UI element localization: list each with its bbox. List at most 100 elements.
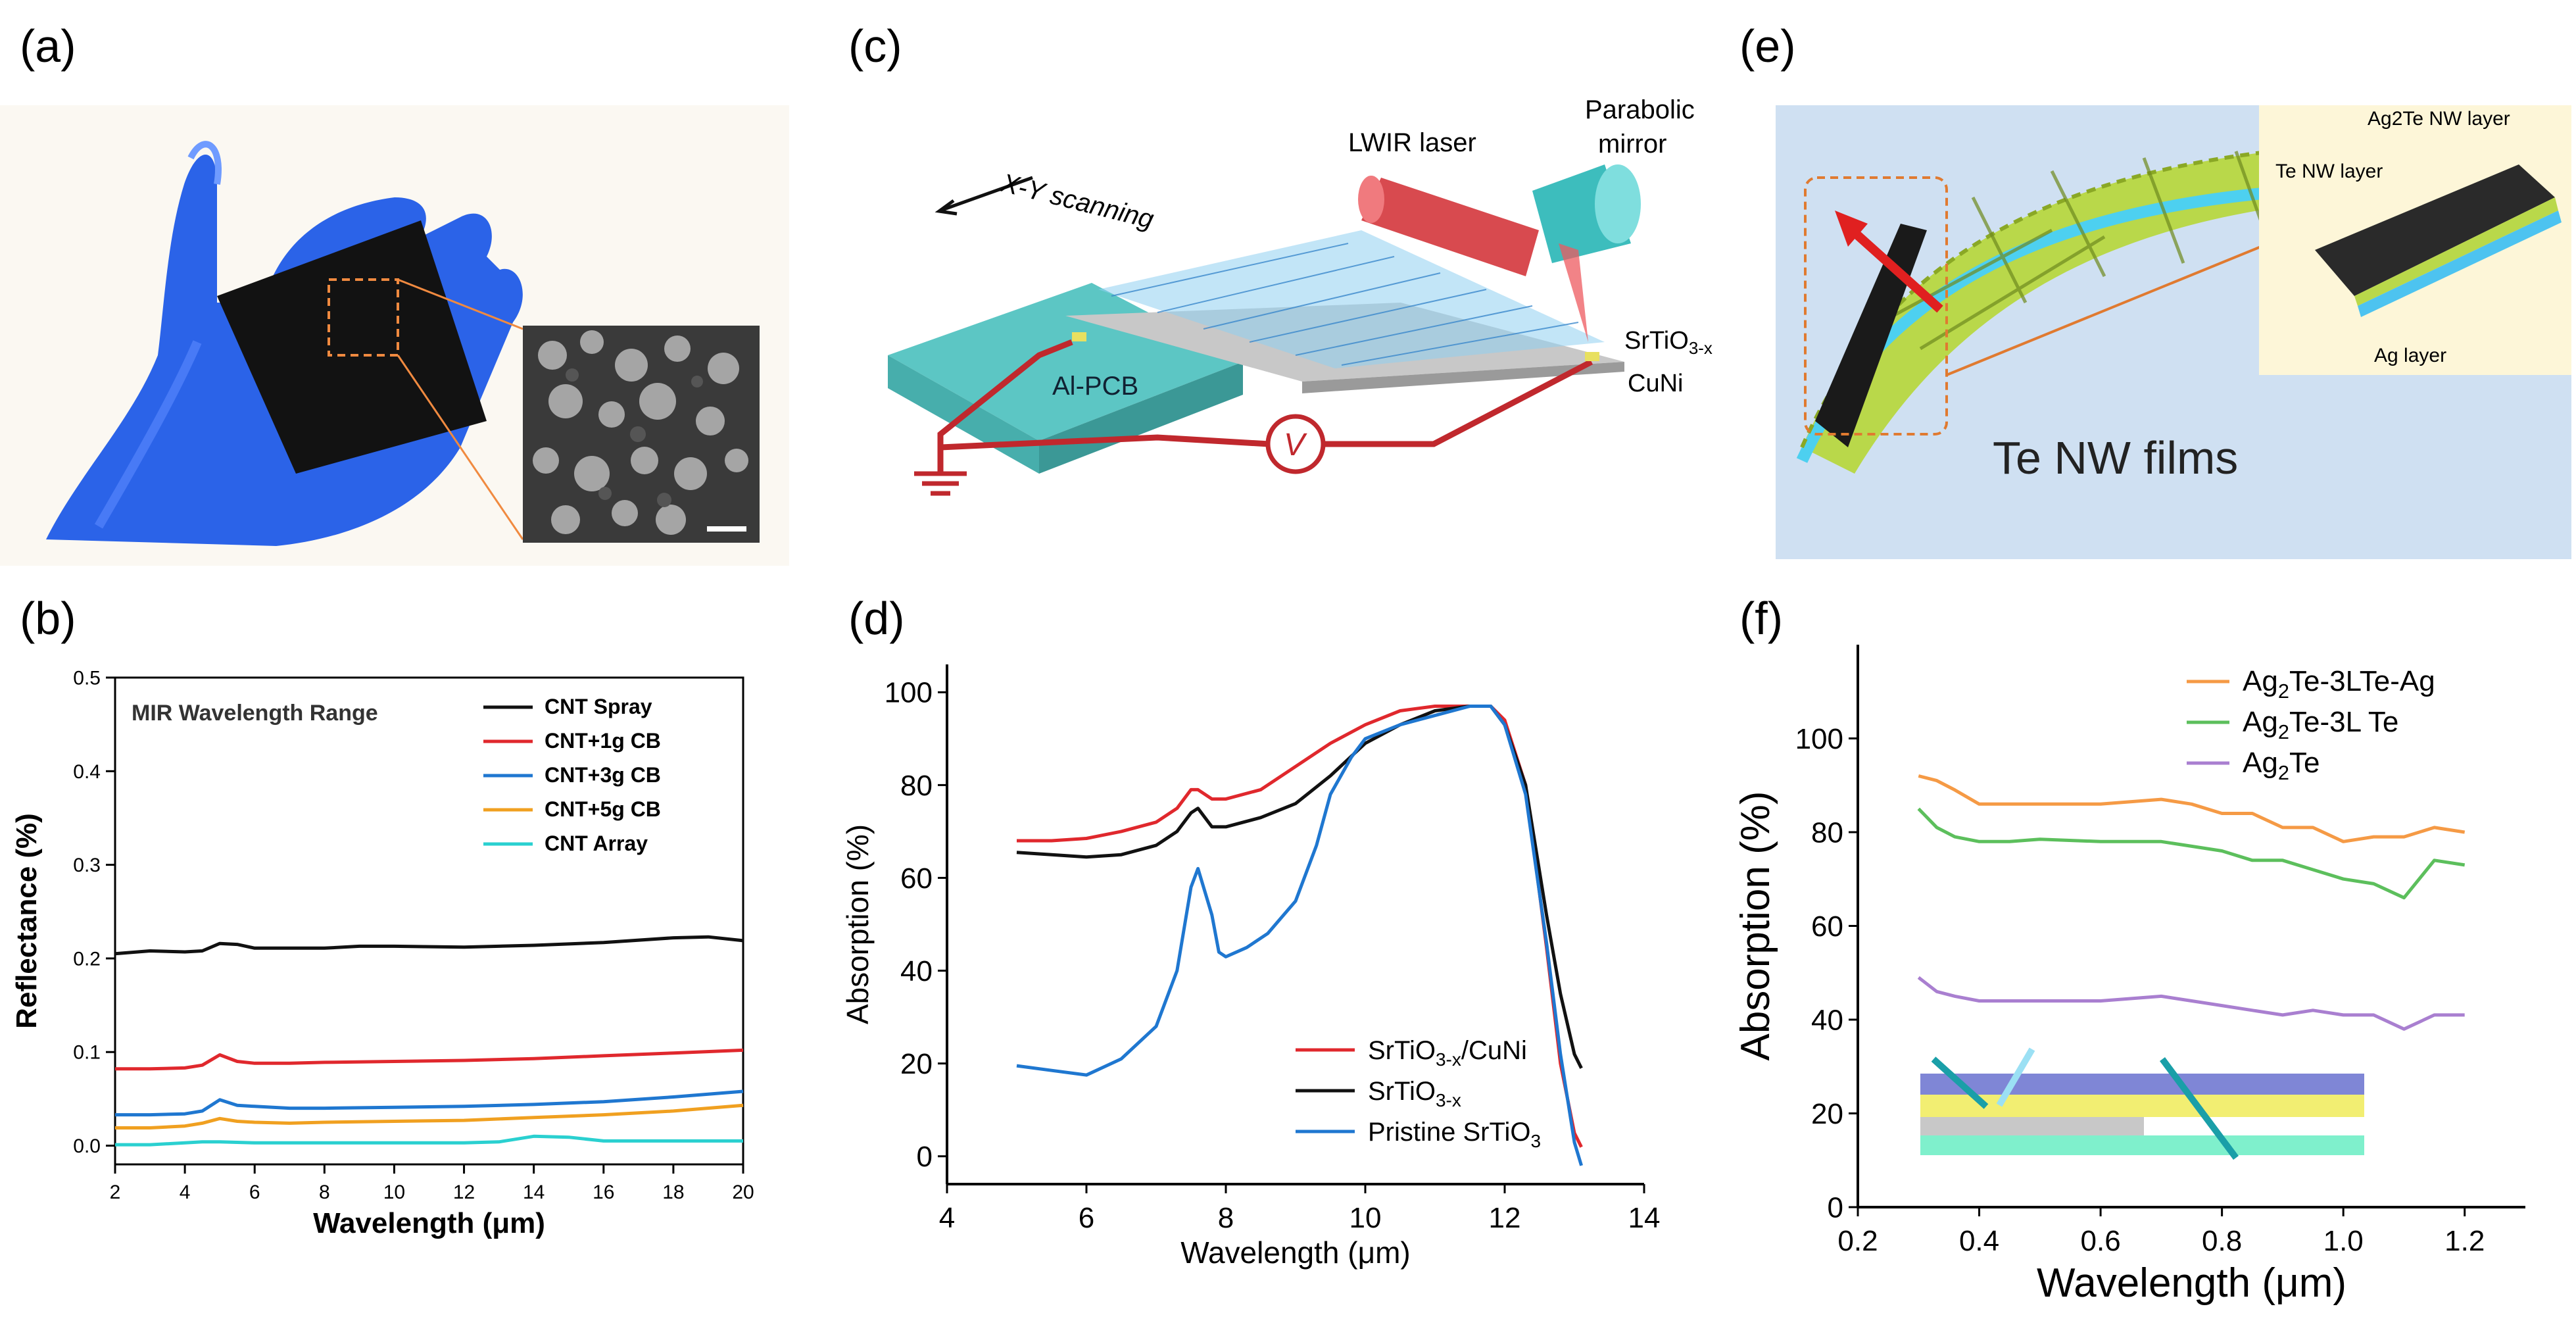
layer-middle	[2144, 1095, 2364, 1117]
series-line	[1918, 774, 2466, 843]
panel-label-b: (b)	[20, 593, 76, 644]
voltmeter-icon: V	[1265, 414, 1326, 474]
x-tick-label: 14	[1628, 1202, 1661, 1234]
ag-layer-label: Ag layer	[2374, 345, 2446, 366]
x-tick-label: 0.8	[2202, 1225, 2242, 1257]
chart-title: MIR Wavelength Range	[132, 701, 378, 726]
x-tick-label: 6	[249, 1181, 260, 1203]
series-line	[1017, 705, 1583, 1148]
layer-inset: Ag2Te NW layer Te NW layer Ag layer	[2259, 105, 2571, 375]
x-tick-label: 12	[453, 1181, 475, 1203]
y-axis-label: Absorption (%)	[1733, 791, 1778, 1060]
legend-label: SrTiO3-x	[1368, 1077, 1461, 1110]
scale-bar	[707, 526, 746, 532]
x-axis-label: Wavelength (μm)	[2037, 1260, 2346, 1306]
x-tick-label: 10	[383, 1181, 405, 1203]
xy-scanning-label: X-Y scanning	[998, 168, 1157, 234]
x-tick-label: 16	[593, 1181, 614, 1203]
y-tick-label: 60	[900, 862, 933, 895]
x-tick-label: 0.2	[1837, 1225, 1878, 1257]
plot-frame	[114, 676, 744, 1166]
incident-ray	[1931, 1056, 1989, 1109]
transmitted-ray	[2159, 1057, 2239, 1160]
legend-label: CNT Spray	[545, 695, 652, 718]
photo-glove-film	[0, 105, 789, 566]
legend-label: CNT+3g CB	[545, 763, 661, 787]
y-tick-label: 0.4	[73, 761, 101, 783]
y-tick-label: 100	[885, 677, 933, 709]
laser-tube	[1358, 176, 1539, 276]
zoom-box	[328, 278, 399, 357]
x-tick-label: 0.4	[1959, 1225, 1999, 1257]
te-layer-label: Te NW layer	[2275, 161, 2383, 182]
layer-gap	[1920, 1117, 2154, 1135]
x-tick-label: 8	[1218, 1202, 1234, 1234]
x-tick-label: 14	[523, 1181, 545, 1203]
legend-label: Ag2Te-3L Te	[2243, 706, 2398, 743]
y-tick-label: 0.1	[73, 1042, 101, 1064]
chart-absorption-srtio: 4 6 8 10 12 14 0 20 40 60 80 100 Wavelength (μm) Abso…	[840, 664, 1661, 1270]
black-film	[217, 220, 487, 474]
x-tick-label: 1.2	[2444, 1225, 2485, 1257]
ground-icon	[914, 471, 967, 496]
y-tick-label: 20	[1811, 1098, 1843, 1130]
x-tick-label: 1.0	[2323, 1225, 2364, 1257]
x-tick-label: 10	[1349, 1202, 1382, 1234]
y-tick-label: 100	[1795, 723, 1843, 755]
layer-middle	[1920, 1095, 2154, 1117]
y-tick-label: 40	[1811, 1004, 1843, 1036]
srtio-lattice	[1098, 230, 1605, 368]
series-line	[1016, 705, 1583, 1166]
series-line	[115, 1134, 743, 1147]
x-tick-label: 2	[110, 1181, 121, 1203]
y-axis-label: Reflectance (%)	[11, 813, 43, 1029]
layer-stack-inset	[1920, 1047, 2364, 1160]
laser-beam	[1559, 243, 1588, 342]
legend-label: SrTiO3-x/CuNi	[1368, 1036, 1527, 1070]
series-line	[1016, 705, 1583, 1069]
al-pcb-label: Al-PCB	[1052, 372, 1138, 401]
legend-label: Ag2Te-3LTe-Ag	[2243, 665, 2435, 703]
panel-label-f: (f)	[1739, 593, 1784, 644]
y-tick-label: 0	[1828, 1191, 1843, 1224]
chart-reflectance: 2 4 6 8 10 12 14 16 18 20 0.0 0.1 0.2 0.3 0.4 0.5 Wavele…	[11, 668, 754, 1240]
y-tick-label: 40	[900, 955, 933, 987]
x-tick-label: 18	[662, 1181, 684, 1203]
sem-inset	[523, 326, 760, 543]
series-line	[1917, 807, 2466, 900]
zoom-box-e	[1804, 176, 1948, 435]
parabolic-mirror	[1532, 164, 1641, 263]
mirror-label: mirror	[1598, 130, 1666, 159]
y-tick-label: 0.3	[73, 855, 101, 876]
series-line	[115, 1089, 744, 1117]
x-tick-label: 6	[1079, 1202, 1094, 1234]
diagram-te-nw-films: Te NW films Ag2Te NW layer Te NW layer A…	[1776, 105, 2571, 559]
x-tick-label: 4	[180, 1181, 191, 1203]
srtio-label: SrTiO3-x	[1624, 327, 1713, 358]
y-tick-label: 60	[1811, 910, 1843, 943]
chart-absorption-ag2te: 0.2 0.4 0.6 0.8 1.0 1.2 0 20 40 60 80 100 Wavelength…	[1733, 645, 2525, 1306]
y-tick-label: 0	[917, 1141, 933, 1173]
panel-label-a: (a)	[20, 20, 76, 72]
x-tick-label: 12	[1489, 1202, 1521, 1234]
legend-label: CNT+1g CB	[545, 729, 661, 753]
layer-bottom	[2144, 1135, 2364, 1155]
ag2te-layer-label: Ag2Te NW layer	[2368, 108, 2510, 130]
y-tick-label: 0.5	[73, 668, 101, 689]
circuit-wires	[937, 339, 1593, 474]
cuni-label: CuNi	[1628, 370, 1683, 397]
panel-label-d: (d)	[848, 593, 905, 644]
te-nw-films-label: Te NW films	[1993, 432, 2238, 484]
series-line	[115, 1048, 744, 1071]
x-tick-label: 0.6	[2081, 1225, 2121, 1257]
y-tick-label: 0.0	[73, 1135, 101, 1157]
series-line	[1917, 976, 2465, 1031]
x-axis-label: Wavelength (μm)	[313, 1207, 545, 1239]
panel-label-e: (e)	[1739, 20, 1796, 72]
legend-label: CNT Array	[545, 832, 648, 855]
xy-scanning-arrow	[935, 176, 1033, 216]
x-tick-label: 20	[732, 1181, 754, 1203]
reflected-ray	[1996, 1047, 2035, 1107]
y-tick-label: 80	[900, 770, 933, 802]
y-tick-label: 0.2	[73, 948, 101, 970]
